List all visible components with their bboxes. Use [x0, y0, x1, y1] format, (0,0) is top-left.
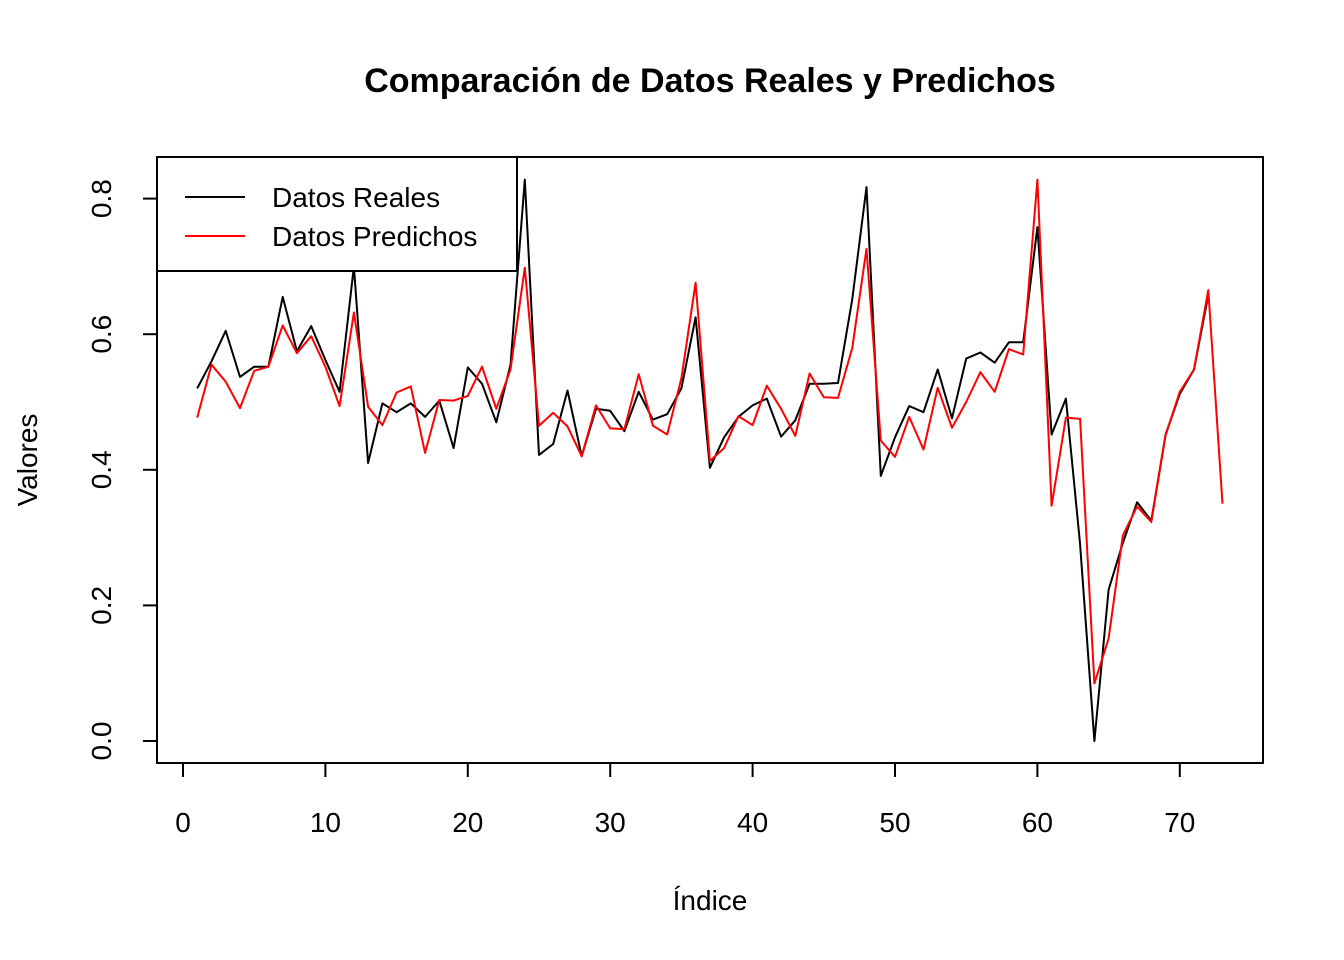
- y-tick-label: 0.8: [86, 179, 117, 218]
- y-tick-label: 0.6: [86, 315, 117, 354]
- y-tick-label: 0.4: [86, 450, 117, 489]
- x-tick-label: 20: [452, 807, 483, 838]
- y-tick-label: 0.2: [86, 586, 117, 625]
- x-tick-label: 70: [1164, 807, 1195, 838]
- x-tick-label: 40: [737, 807, 768, 838]
- x-tick-label: 0: [175, 807, 191, 838]
- series-line-datos-predichos: [196, 178, 1224, 685]
- x-tick-label: 50: [879, 807, 910, 838]
- x-tick-label: 60: [1022, 807, 1053, 838]
- x-axis: 0 10 20 30 40 50 60 70: [175, 762, 1195, 838]
- legend-box: [156, 156, 518, 272]
- x-tick-label: 10: [310, 807, 341, 838]
- legend-label-datos-reales: Datos Reales: [272, 182, 440, 213]
- y-axis-label: Valores: [12, 414, 43, 507]
- y-axis: 0.0 0.2 0.4 0.6 0.8: [86, 179, 158, 761]
- chart-title: Comparación de Datos Reales y Predichos: [364, 62, 1056, 100]
- series-layer: [196, 178, 1224, 742]
- y-tick-label: 0.0: [86, 722, 117, 761]
- x-axis-label: Índice: [673, 885, 748, 916]
- legend-label-datos-predichos: Datos Predichos: [272, 221, 477, 252]
- series-line-datos-reales: [196, 178, 1210, 742]
- legend: Datos Reales Datos Predichos: [156, 156, 518, 272]
- x-tick-label: 30: [595, 807, 626, 838]
